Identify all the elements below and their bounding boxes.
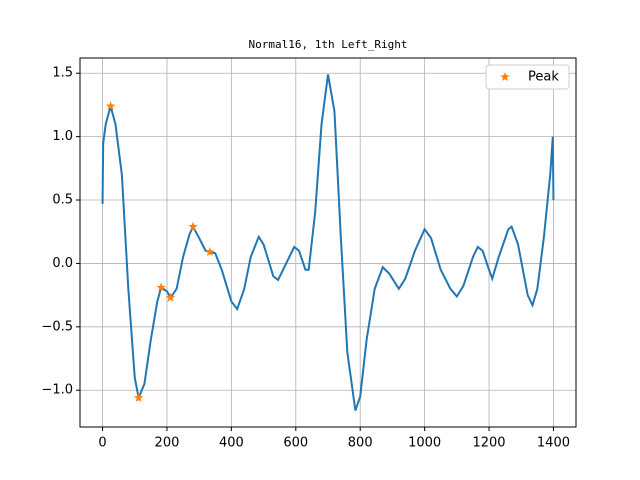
chart-title: Normal16, 1th Left_Right	[249, 38, 408, 51]
x-tick-label: 400	[219, 436, 244, 451]
x-tick-label: 1400	[537, 436, 570, 451]
line-series	[101, 74, 555, 411]
y-tick-label: 1.5	[52, 66, 73, 81]
y-tick-label: −1.0	[41, 383, 73, 398]
legend: Peak	[485, 64, 570, 90]
x-tick-label: 800	[348, 436, 373, 451]
peak-marker	[165, 292, 176, 302]
peak-marker	[205, 247, 215, 257]
peak-marker	[133, 392, 144, 402]
legend-box	[485, 64, 570, 90]
peak-marker	[105, 101, 116, 111]
x-tick-label: 200	[155, 436, 180, 451]
x-tick-label: 1000	[408, 436, 441, 451]
y-tick-label: −0.5	[41, 319, 73, 334]
y-tick-label: 0.0	[52, 256, 73, 271]
y-tick-label: 0.5	[52, 193, 73, 208]
x-tick-label: 600	[283, 436, 308, 451]
x-tick-label: 1200	[472, 436, 505, 451]
peak-marker	[156, 282, 166, 292]
plot-frame	[79, 57, 577, 428]
legend-label: Peak	[528, 70, 559, 85]
x-tick-label: 0	[98, 436, 106, 451]
legend-marker	[500, 72, 510, 82]
peak-marker	[188, 221, 198, 231]
y-tick-label: 1.0	[52, 129, 73, 144]
